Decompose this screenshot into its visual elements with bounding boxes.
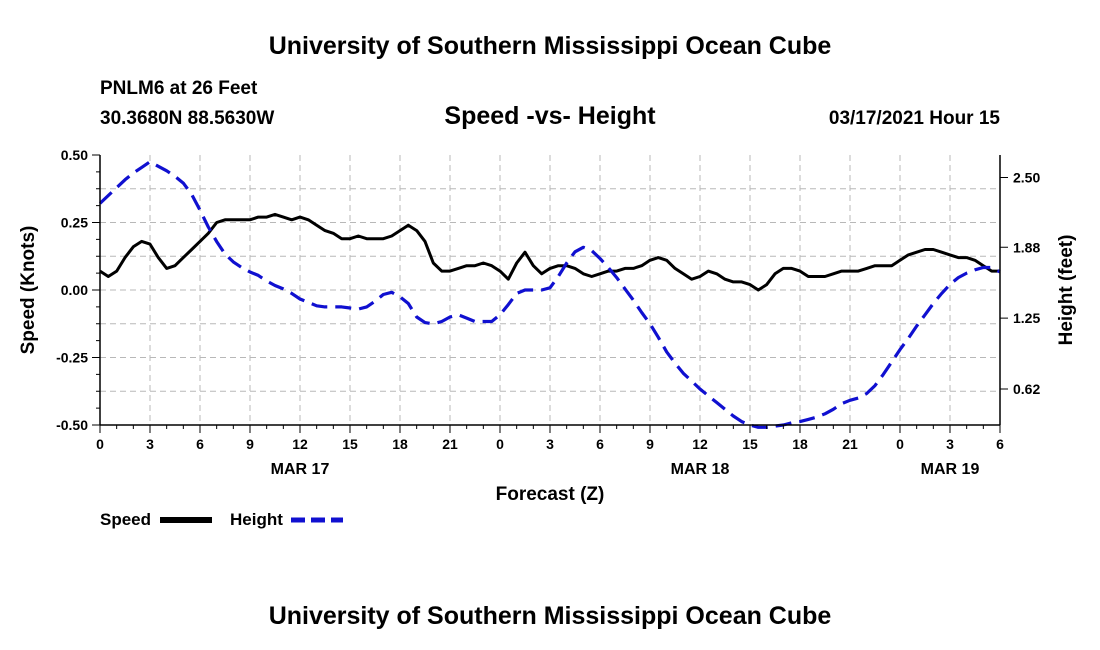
y-axis-right-label: Height (feet) — [1056, 235, 1077, 346]
page-title: University of Southern Mississippi Ocean… — [269, 32, 832, 60]
y-tick-label-right: 1.88 — [1013, 239, 1040, 255]
x-tick-label: 6 — [996, 436, 1004, 452]
footer-title: University of Southern Mississippi Ocean… — [269, 602, 832, 630]
y-tick-label-right: 1.25 — [1013, 310, 1040, 326]
chart-title: Speed -vs- Height — [444, 102, 656, 130]
x-tick-label: 21 — [442, 436, 458, 452]
grid-lines — [100, 155, 1000, 425]
y-tick-label-left: -0.50 — [56, 417, 88, 433]
datetime-label: 03/17/2021 Hour 15 — [829, 108, 1001, 129]
y-axis-left-label: Speed (Knots) — [18, 226, 39, 355]
y-tick-label-right: 2.50 — [1013, 170, 1040, 186]
station-label: PNLM6 at 26 Feet — [100, 78, 258, 99]
x-tick-label: 0 — [96, 436, 104, 452]
x-tick-label: 9 — [646, 436, 654, 452]
x-tick-label: 15 — [342, 436, 358, 452]
x-tick-label: 3 — [546, 436, 554, 452]
series-line-speed — [99, 212, 1000, 292]
tick-labels: 0 3 6 9 12 15 18 21 0 3 6 9 12 15 18 21 0 3 6 MAR 17 MAR 18 M… — [56, 147, 1040, 478]
x-tick-label: 15 — [742, 436, 758, 452]
y-tick-label-right: 0.62 — [1013, 381, 1040, 397]
x-tick-label: 0 — [496, 436, 504, 452]
y-tick-label-left: 0.25 — [61, 215, 88, 231]
x-tick-label: 0 — [896, 436, 904, 452]
series-line-height — [98, 160, 1001, 429]
y-tick-label-left: -0.25 — [56, 350, 88, 366]
series-layer — [98, 160, 1001, 429]
axes — [92, 154, 1008, 433]
x-tick-label: 6 — [596, 436, 604, 452]
legend-speed-label: Speed — [100, 510, 151, 529]
x-tick-label: 12 — [292, 436, 308, 452]
date-label: MAR 17 — [271, 461, 330, 478]
x-tick-label: 12 — [692, 436, 708, 452]
x-tick-label: 18 — [792, 436, 808, 452]
legend-height-label: Height — [230, 510, 283, 529]
x-tick-label: 9 — [246, 436, 254, 452]
date-label: MAR 18 — [671, 461, 730, 478]
x-axis-label: Forecast (Z) — [496, 484, 605, 505]
y-tick-label-left: 0.00 — [61, 282, 88, 298]
x-tick-label: 18 — [392, 436, 408, 452]
legend: Speed Height — [100, 510, 343, 529]
y-tick-label-left: 0.50 — [61, 147, 88, 163]
x-tick-label: 3 — [146, 436, 154, 452]
x-tick-label: 3 — [946, 436, 954, 452]
x-tick-label: 21 — [842, 436, 858, 452]
date-label: MAR 19 — [921, 461, 980, 478]
x-tick-label: 6 — [196, 436, 204, 452]
location-label: 30.3680N 88.5630W — [100, 108, 274, 129]
